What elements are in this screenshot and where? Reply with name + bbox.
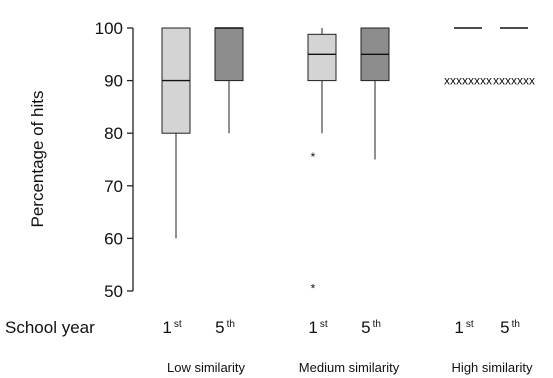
outlier-mark: * bbox=[311, 150, 316, 164]
y-tick-label: 100 bbox=[95, 19, 123, 38]
box-group: * * 1 st 5 th Medium similarity bbox=[299, 27, 400, 375]
y-tick-label: 80 bbox=[104, 124, 123, 143]
y-tick-label: 60 bbox=[104, 229, 123, 248]
y-tick-label: 90 bbox=[104, 72, 123, 91]
x-tick-suffix: th bbox=[373, 319, 381, 330]
y-tick-label: 50 bbox=[104, 282, 123, 301]
group-label: Low similarity bbox=[167, 360, 246, 375]
x-tick-suffix: st bbox=[320, 319, 328, 330]
group-label: High similarity bbox=[452, 360, 533, 375]
outlier-mark: * bbox=[311, 282, 316, 296]
box-iqr bbox=[307, 33, 337, 82]
box: xxxxxxxx 1 st bbox=[444, 27, 492, 337]
x-axis-label: School year bbox=[5, 318, 95, 337]
x-tick-suffix: st bbox=[466, 319, 474, 330]
y-axis: 50 60 70 80 90 100 bbox=[95, 19, 134, 301]
box: * * 1 st bbox=[307, 28, 337, 337]
y-tick-label: 70 bbox=[104, 177, 123, 196]
box: xxxxxxx 5 th bbox=[493, 27, 535, 337]
box-group: xxxxxxxx 1 st xxxxxxx 5 th High similarity bbox=[444, 27, 535, 375]
x-tick-suffix: th bbox=[227, 319, 235, 330]
y-axis-label: Percentage of hits bbox=[28, 90, 47, 227]
cluster-marks: xxxxxxx bbox=[493, 74, 535, 88]
box-iqr bbox=[214, 27, 244, 82]
cluster-marks: xxxxxxxx bbox=[444, 74, 492, 88]
group-label: Medium similarity bbox=[299, 360, 400, 375]
x-tick-suffix: st bbox=[174, 319, 182, 330]
x-tick-suffix: th bbox=[512, 319, 520, 330]
